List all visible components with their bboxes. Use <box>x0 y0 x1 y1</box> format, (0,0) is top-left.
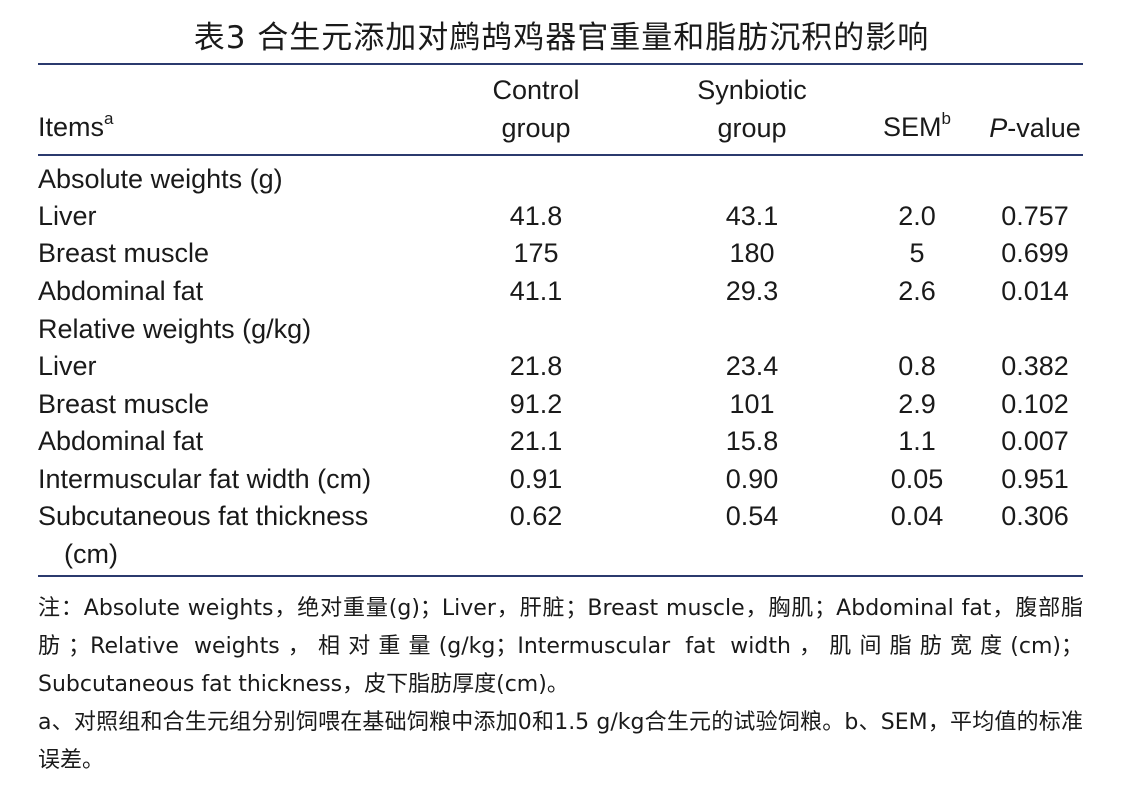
row-sem-value: 2.0 <box>898 201 936 231</box>
row-p-value: 0.007 <box>1001 426 1069 456</box>
row-control-value: 21.8 <box>509 351 563 381</box>
row-item-label: Liver <box>38 201 97 231</box>
row-control-value: 21.1 <box>509 426 563 456</box>
row-synbiotic-value: 23.4 <box>725 351 779 381</box>
row-synbiotic-value: 0.54 <box>725 501 779 531</box>
row-sem-value: 0.8 <box>898 351 936 381</box>
section-relative-weights: Relative weights (g/kg) <box>38 314 312 344</box>
row-item-label: Breast muscle <box>38 389 210 419</box>
row-item-label: Breast muscle <box>38 238 210 268</box>
row-synbiotic-value: 101 <box>729 389 775 419</box>
row-item-label-continued: (cm) <box>64 539 118 569</box>
header-control-line1: Control <box>492 75 580 105</box>
row-synbiotic-value: 29.3 <box>725 276 779 306</box>
row-item-label: Intermuscular fat width (cm) <box>38 464 372 494</box>
header-rule <box>38 154 1083 156</box>
row-p-value: 0.382 <box>1001 351 1069 381</box>
row-item-label: Abdominal fat <box>38 426 204 456</box>
items-footnote-mark: a <box>104 109 114 128</box>
row-sem-value: 0.04 <box>890 501 944 531</box>
note-abbreviations: 注：Absolute weights，绝对重量(g)；Liver，肝脏；Brea… <box>38 596 1083 697</box>
row-synbiotic-value: 0.90 <box>725 464 779 494</box>
table-title: 表3 合生元添加对鹧鸪鸡器官重量和脂肪沉积的影响 <box>193 20 930 56</box>
row-item-label: Liver <box>38 351 97 381</box>
row-control-value: 175 <box>513 238 559 268</box>
row-sem-value: 5 <box>909 238 925 268</box>
row-p-value: 0.014 <box>1001 276 1069 306</box>
row-control-value: 41.8 <box>509 201 563 231</box>
row-item-label: Abdominal fat <box>38 276 204 306</box>
header-items: Itemsa <box>38 109 114 142</box>
row-control-value: 0.62 <box>509 501 563 531</box>
section-absolute-weights: Absolute weights (g) <box>38 164 283 194</box>
row-synbiotic-value: 43.1 <box>725 201 779 231</box>
row-synbiotic-value: 180 <box>729 238 775 268</box>
row-p-value: 0.699 <box>1001 238 1069 268</box>
row-p-value: 0.306 <box>1001 501 1069 531</box>
row-item-label: Subcutaneous fat thickness <box>38 501 369 531</box>
note-footnotes: a、对照组和合生元组分别饲喂在基础饲粮中添加0和1.5 g/kg合生元的试验饲粮… <box>38 710 1083 773</box>
row-sem-value: 2.9 <box>898 389 936 419</box>
row-control-value: 0.91 <box>509 464 563 494</box>
row-p-value: 0.951 <box>1001 464 1069 494</box>
row-control-value: 91.2 <box>509 389 563 419</box>
header-synbiotic-line1: Synbiotic <box>697 75 807 105</box>
sem-footnote-mark: b <box>941 109 951 128</box>
row-sem-value: 1.1 <box>898 426 936 456</box>
table-notes: 注：Absolute weights，绝对重量(g)；Liver，肝脏；Brea… <box>38 590 1083 780</box>
bottom-rule <box>38 575 1083 577</box>
header-sem: SEMb <box>883 109 951 142</box>
row-synbiotic-value: 15.8 <box>725 426 779 456</box>
row-p-value: 0.757 <box>1001 201 1069 231</box>
row-control-value: 41.1 <box>509 276 563 306</box>
row-sem-value: 2.6 <box>898 276 936 306</box>
row-p-value: 0.102 <box>1001 389 1069 419</box>
row-sem-value: 0.05 <box>890 464 944 494</box>
header-control-line2: group <box>501 113 571 143</box>
header-p-value: P-value <box>989 113 1081 143</box>
top-rule <box>38 63 1083 65</box>
header-synbiotic-line2: group <box>717 113 787 143</box>
